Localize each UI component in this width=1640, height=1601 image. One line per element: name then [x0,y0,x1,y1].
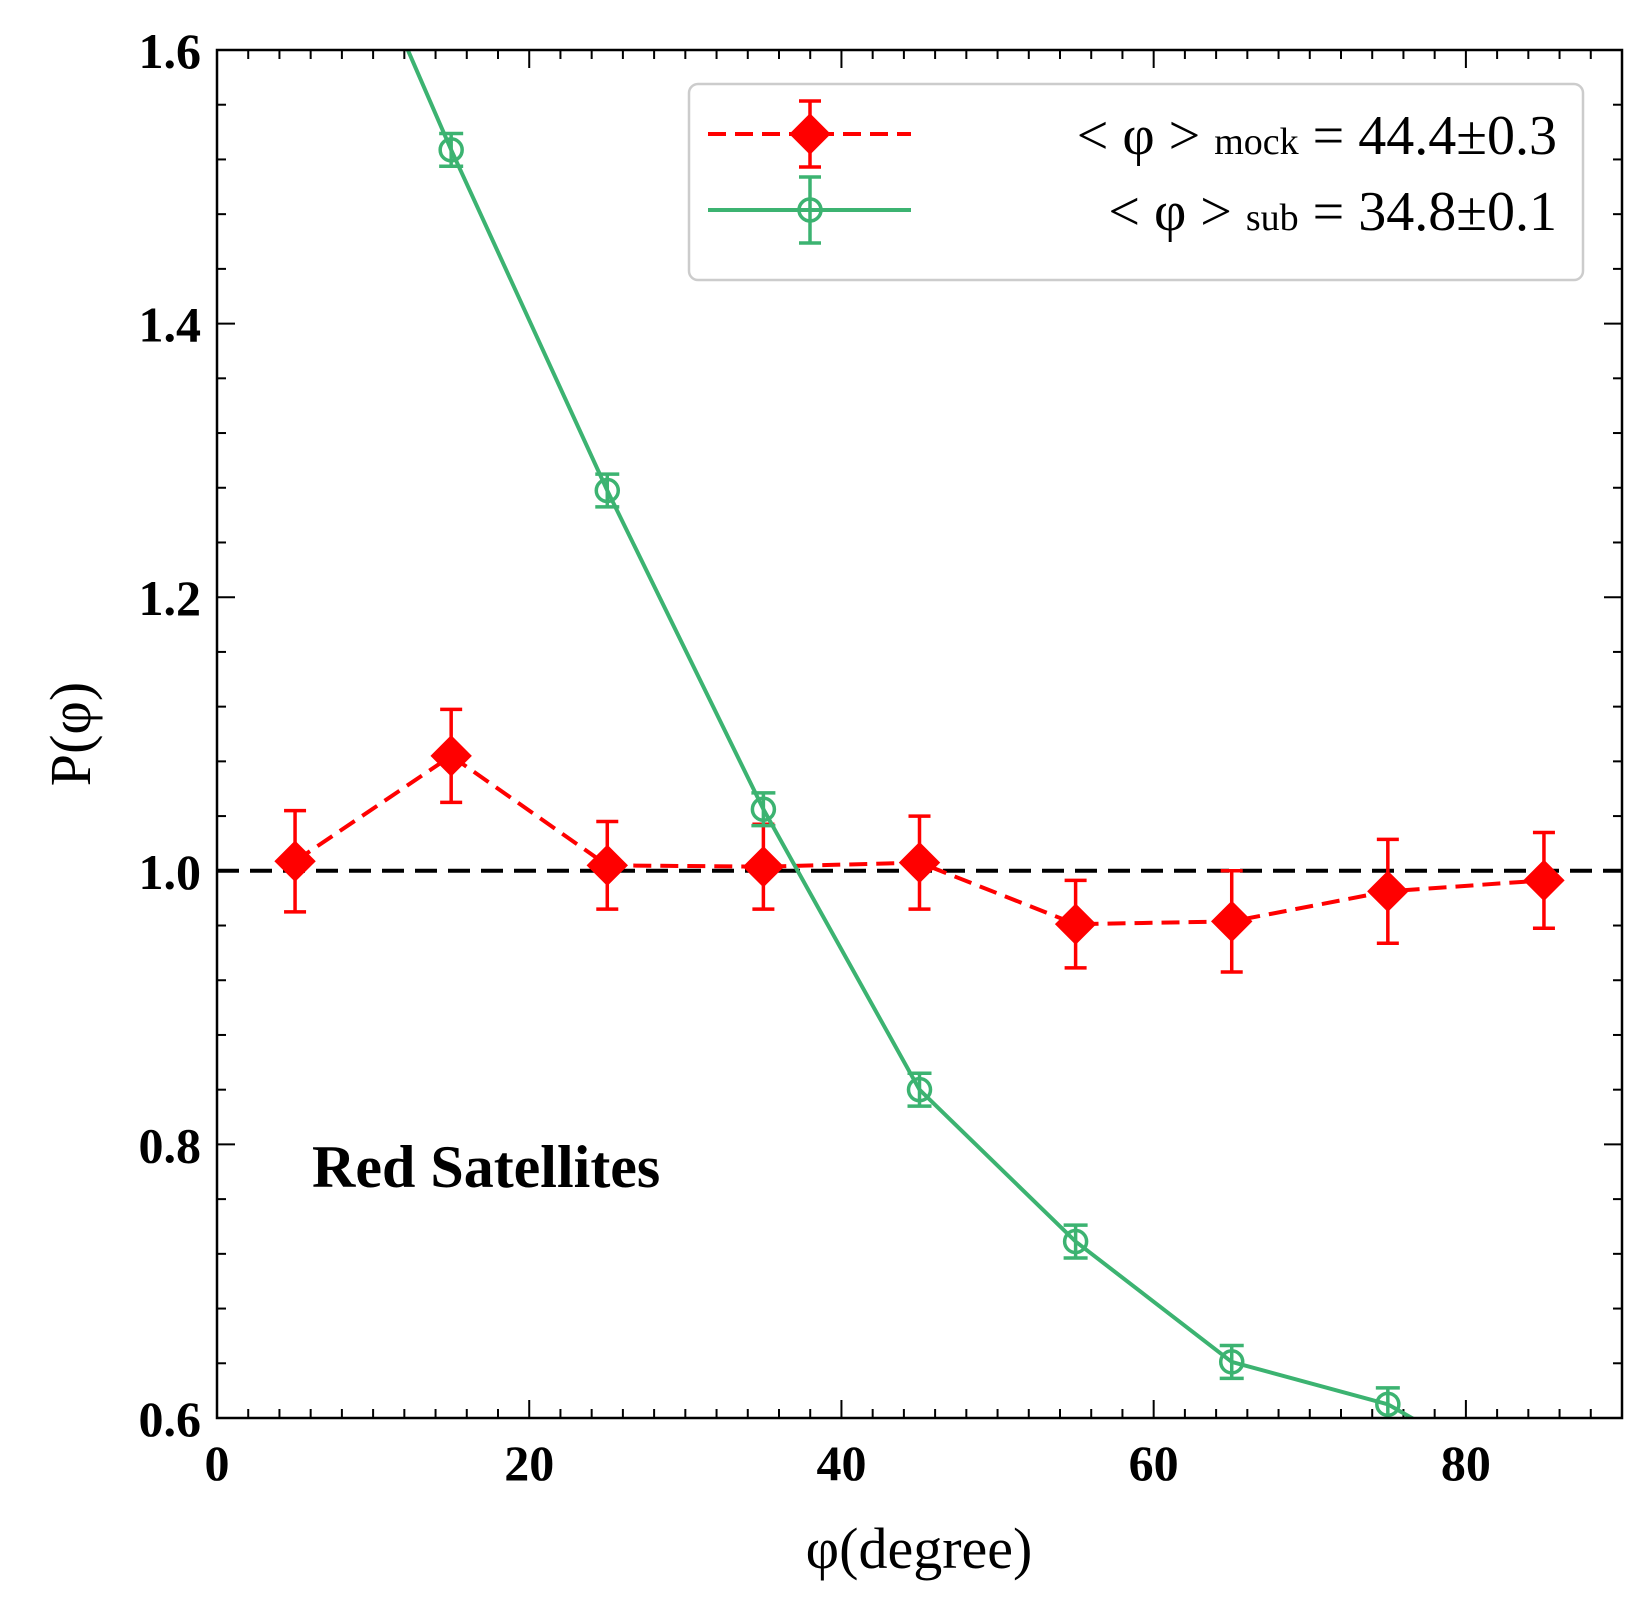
x-tick-label: 0 [205,1435,230,1491]
x-tick-label: 60 [1129,1435,1179,1491]
data-point [274,840,316,882]
data-point [1054,903,1097,945]
series-mock [274,707,1565,974]
data-point [1375,1391,1401,1418]
y-tick-label: 0.6 [139,1391,202,1447]
legend-label-part: 0.3 [1487,105,1557,167]
data-point [438,137,464,163]
legend-label: < φ > sub = 34.8±0.1 [1108,181,1557,243]
series-sub [405,50,1555,1504]
y-tick-label: 1.6 [139,23,202,79]
x-tick-label: 20 [504,1435,554,1491]
data-point [898,841,941,884]
y-tick-label: 1.2 [139,570,202,626]
legend-label-part: ± [1456,105,1487,167]
data-point [906,1076,933,1103]
data-point [1523,859,1565,902]
plot-area [217,50,1622,1504]
axis-tick-labels: 0 20 40 60 80 0.6 0.8 1.0 1.2 1.4 1.6 [139,23,1491,1491]
legend-label-part: 0.1 [1487,181,1557,243]
y-tick-label: 1.0 [139,844,202,900]
legend-marker [797,197,823,223]
data-point [1367,870,1409,913]
legend-label-part: ± [1456,181,1487,243]
y-tick-label: 1.4 [139,297,202,353]
legend-box [687,82,1585,282]
y-axis-title: P(φ) [38,682,103,786]
x-tick-label: 80 [1441,1435,1491,1491]
data-point [1533,1482,1555,1504]
legend-label-part: = 44.4 [1299,105,1457,167]
legend-label-part: < φ > [1108,181,1245,243]
legend-label-part: mock [1214,121,1298,163]
data-point [750,796,777,822]
legend-marker [789,113,831,155]
legend-label-part: sub [1246,197,1299,239]
data-point [594,477,621,504]
legend: < φ > mock = 44.4±0.3< φ > sub = 34.8±0.… [687,82,1585,282]
panel-annotation: Red Satellites [312,1134,660,1200]
data-point [430,735,472,777]
data-point [586,844,628,887]
plot-frame [215,48,1624,1420]
series-group [274,50,1565,1504]
legend-label: < φ > mock = 44.4±0.3 [1077,105,1557,167]
data-point [1211,900,1253,943]
legend-label-part: < φ > [1077,105,1214,167]
x-tick-label: 40 [816,1435,866,1491]
y-tick-label: 0.8 [139,1117,202,1173]
data-point [1062,1228,1089,1255]
legend-label-part: = 34.8 [1299,181,1457,243]
data-point [1218,1349,1245,1375]
x-axis-title: φ(degree) [806,1516,1033,1581]
data-point [742,845,785,888]
